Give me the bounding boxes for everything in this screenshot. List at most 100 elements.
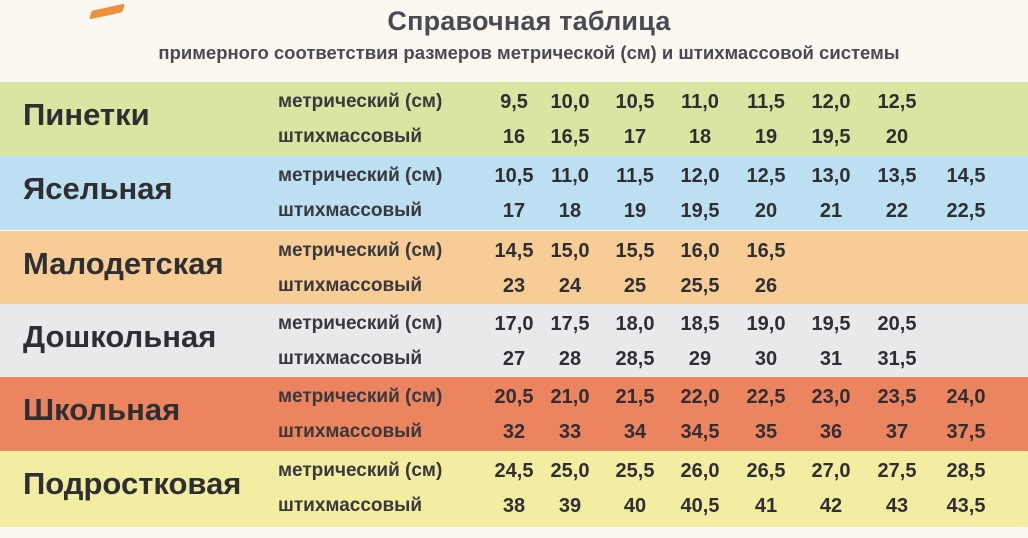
- stich-value: 40,5: [680, 495, 720, 517]
- metric-value: 12,0: [680, 165, 720, 187]
- metric-value: 10,0: [550, 91, 590, 113]
- metric-value: 18,5: [680, 313, 720, 335]
- stich-value: 16,5: [550, 126, 590, 148]
- stich-value: 32: [502, 421, 526, 443]
- metric-value: 13,0: [811, 165, 851, 187]
- stich-value: 25: [623, 275, 647, 297]
- metric-value: 21,5: [615, 386, 655, 408]
- stich-value: 18: [558, 200, 582, 222]
- size-row-podrostkovaya: Подростковая метрический (см) штихмассовый…: [0, 451, 1028, 527]
- category-name: Дошкольная: [23, 319, 217, 354]
- stich-value: 17: [623, 126, 647, 148]
- metric-value: 16,5: [746, 240, 786, 262]
- stich-value: 22,5: [946, 200, 986, 222]
- metric-value: 14,5: [946, 165, 986, 187]
- stich-value: 34: [623, 421, 647, 443]
- metric-value: 15,0: [550, 240, 590, 262]
- metric-value: 10,5: [615, 91, 655, 113]
- stich-label: штихмассовый: [278, 348, 423, 369]
- stich-value: 16: [502, 126, 526, 148]
- metric-value: 26,5: [746, 460, 786, 482]
- metric-value: 20,5: [494, 386, 534, 408]
- metric-value: 11,5: [616, 165, 654, 187]
- stich-value: 20: [885, 126, 909, 148]
- metric-value: 12,0: [811, 91, 851, 113]
- metric-value: 17,0: [494, 313, 534, 335]
- category-name: Малодетская: [23, 246, 224, 281]
- metric-value: 20,5: [877, 313, 917, 335]
- size-row-malodetskaya: Малодетская метрический (см) штихмассовый 1…: [0, 231, 1028, 304]
- metric-value: 22,0: [680, 386, 720, 408]
- metric-value: 19,0: [746, 313, 786, 335]
- metric-value: 12,5: [877, 91, 917, 113]
- metric-value: 21,0: [550, 386, 590, 408]
- metric-value: 14,5: [494, 240, 534, 262]
- metric-value: 11,5: [747, 91, 785, 113]
- metric-value: 15,5: [615, 240, 655, 262]
- stich-value: 19,5: [811, 126, 851, 148]
- size-row-yaselnaya: Ясельная метрический (см) штихмассовый 10,5…: [0, 156, 1028, 230]
- metric-value: 28,5: [946, 460, 986, 482]
- metric-value: 25,0: [550, 460, 590, 482]
- metric-value: 12,5: [746, 165, 786, 187]
- metric-value: 24,5: [494, 460, 534, 482]
- stich-value: 36: [819, 421, 843, 443]
- page-header: Справочная таблица примерного соответств…: [0, 0, 1028, 82]
- stich-value: 35: [754, 421, 778, 443]
- metric-value: 18,0: [615, 313, 655, 335]
- stich-label: штихмассовый: [278, 421, 423, 442]
- metric-label: метрический (см): [278, 460, 443, 481]
- stich-value: 24: [558, 275, 582, 297]
- metric-label: метрический (см): [278, 240, 443, 261]
- size-row-pinetki: Пинетки метрический (см) штихмассовый 9,5 10…: [0, 82, 1028, 156]
- category-name: Ясельная: [23, 171, 173, 206]
- metric-value: 24,0: [946, 386, 986, 408]
- stich-label: штихмассовый: [278, 200, 423, 221]
- metric-value: 9,5: [500, 91, 528, 113]
- metric-label: метрический (см): [278, 313, 443, 334]
- stich-value: 41: [754, 495, 778, 517]
- metric-value: 26,0: [680, 460, 720, 482]
- metric-value: 25,5: [615, 460, 655, 482]
- metric-value: 23,0: [811, 386, 851, 408]
- stich-value: 33: [558, 421, 582, 443]
- stich-label: штихмассовый: [278, 275, 423, 296]
- stich-value: 18: [688, 126, 712, 148]
- metric-value: 11,0: [551, 165, 589, 187]
- category-name: Пинетки: [23, 97, 150, 132]
- metric-value: 16,0: [680, 240, 720, 262]
- page-subtitle: примерного соответствия размеров метриче…: [158, 42, 900, 63]
- stich-value: 31: [819, 348, 843, 370]
- stich-value: 27: [502, 348, 526, 370]
- stich-value: 29: [688, 348, 712, 370]
- stich-value: 37: [885, 421, 909, 443]
- stich-value: 31,5: [877, 348, 917, 370]
- stich-label: штихмассовый: [278, 495, 423, 516]
- size-row-shkolnaya: Школьная метрический (см) штихмассовый 20,5…: [0, 377, 1028, 451]
- stich-value: 17: [502, 200, 526, 222]
- metric-value: 17,5: [550, 313, 590, 335]
- stich-value: 21: [819, 200, 843, 222]
- stich-value: 28: [558, 348, 582, 370]
- metric-value: 27,0: [811, 460, 851, 482]
- stich-label: штихмассовый: [278, 126, 423, 147]
- stich-value: 30: [754, 348, 778, 370]
- stich-value: 20: [754, 200, 778, 222]
- metric-value: 27,5: [877, 460, 917, 482]
- page-title: Справочная таблица: [387, 6, 671, 36]
- metric-value: 13,5: [877, 165, 917, 187]
- metric-value: 11,0: [681, 91, 719, 113]
- stich-value: 22: [885, 200, 909, 222]
- stich-value: 40: [623, 495, 647, 517]
- stich-value: 37,5: [946, 421, 986, 443]
- stich-value: 39: [558, 495, 582, 517]
- metric-label: метрический (см): [278, 386, 443, 407]
- stich-value: 43: [885, 495, 909, 517]
- metric-label: метрический (см): [278, 91, 443, 112]
- metric-value: 22,5: [746, 386, 786, 408]
- stich-value: 25,5: [680, 275, 720, 297]
- stich-value: 38: [502, 495, 526, 517]
- stich-value: 42: [819, 495, 843, 517]
- stich-value: 26: [754, 275, 778, 297]
- metric-value: 10,5: [494, 165, 534, 187]
